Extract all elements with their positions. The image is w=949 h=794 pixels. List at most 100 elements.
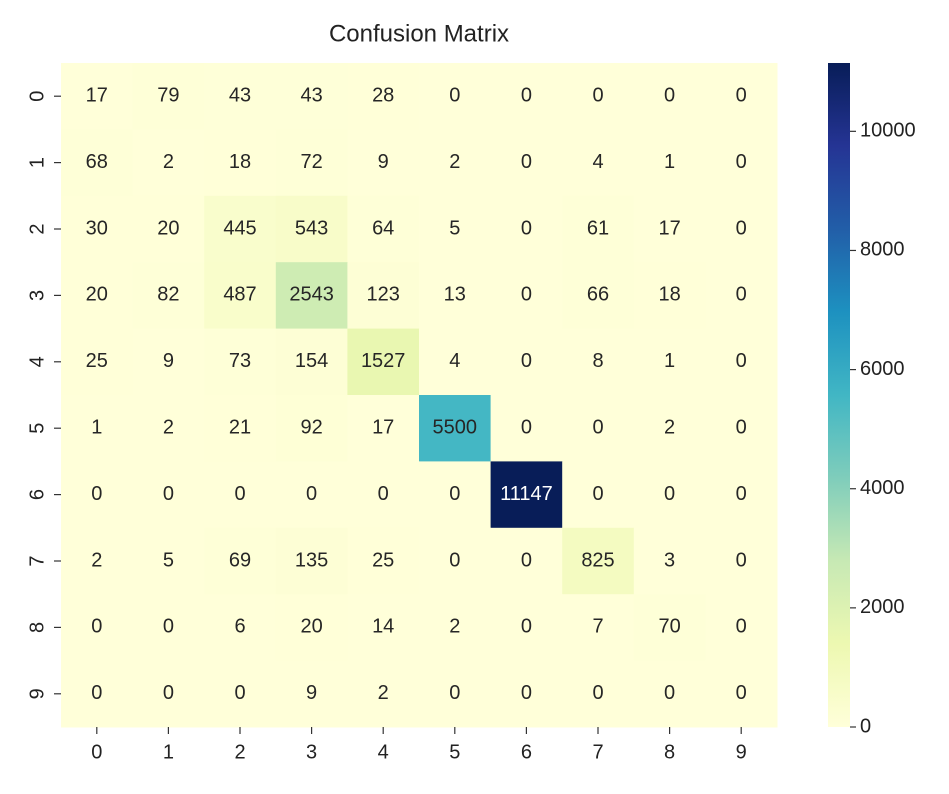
heatmap-cell xyxy=(132,195,205,263)
cell-label: 0 xyxy=(521,217,532,239)
cell-label: 0 xyxy=(736,549,747,571)
cell-label: 0 xyxy=(163,483,174,505)
x-tick-label: 3 xyxy=(306,741,317,763)
cell-label: 0 xyxy=(521,682,532,704)
cell-label: 5500 xyxy=(433,416,478,438)
heatmap-cell xyxy=(633,129,706,197)
cell-label: 0 xyxy=(664,84,675,106)
heatmap-cell xyxy=(275,660,348,728)
cell-label: 1 xyxy=(664,350,675,372)
heatmap-cell xyxy=(204,594,277,662)
heatmap-cell xyxy=(132,461,205,529)
cell-label: 73 xyxy=(229,350,251,372)
cell-label: 17 xyxy=(86,84,108,106)
heatmap-cell xyxy=(61,594,134,662)
cell-label: 0 xyxy=(91,682,102,704)
heatmap-cell xyxy=(275,594,348,662)
cell-label: 25 xyxy=(86,350,108,372)
cell-label: 30 xyxy=(86,217,108,239)
heatmap-cell xyxy=(419,395,492,462)
heatmap-cell xyxy=(132,594,205,662)
heatmap-cell xyxy=(132,63,205,130)
heatmap-cell xyxy=(633,395,706,462)
heatmap-cell xyxy=(347,461,420,529)
cell-label: 20 xyxy=(157,217,179,239)
colorbar xyxy=(828,63,850,727)
cell-label: 72 xyxy=(300,151,322,173)
heatmap-cell xyxy=(132,129,205,197)
cell-label: 0 xyxy=(736,284,747,306)
heatmap-cell xyxy=(705,527,778,595)
cell-label: 1 xyxy=(91,416,102,438)
cell-label: 21 xyxy=(229,416,251,438)
cell-label: 0 xyxy=(736,616,747,638)
heatmap-cell xyxy=(490,594,563,662)
cell-label: 0 xyxy=(91,483,102,505)
heatmap-cell xyxy=(419,63,492,130)
cell-label: 0 xyxy=(449,549,460,571)
cell-label: 79 xyxy=(157,84,179,106)
heatmap-cell xyxy=(275,195,348,263)
cell-label: 66 xyxy=(587,284,609,306)
cell-label: 18 xyxy=(658,284,680,306)
cell-label: 4 xyxy=(449,350,460,372)
cell-label: 2 xyxy=(378,682,389,704)
heatmap-cell xyxy=(347,660,420,728)
heatmap-cell xyxy=(562,527,635,595)
heatmap-cell xyxy=(633,594,706,662)
heatmap-cell xyxy=(275,328,348,396)
x-tick-label: 4 xyxy=(378,741,389,763)
x-tick-label: 8 xyxy=(664,741,675,763)
x-tick-label: 1 xyxy=(163,741,174,763)
heatmap-cell xyxy=(490,395,563,462)
cell-label: 28 xyxy=(372,84,394,106)
cell-label: 0 xyxy=(521,616,532,638)
heatmap-cell xyxy=(347,195,420,263)
heatmap-cell xyxy=(705,195,778,263)
cell-label: 123 xyxy=(367,284,400,306)
heatmap-cell xyxy=(204,262,277,330)
heatmap-cell xyxy=(419,660,492,728)
heatmap-cell xyxy=(562,594,635,662)
y-tick-label: 3 xyxy=(26,290,48,301)
cell-label: 0 xyxy=(234,682,245,704)
heatmap-cell xyxy=(490,195,563,263)
colorbar-tick-label: 6000 xyxy=(860,358,905,380)
cell-label: 70 xyxy=(658,616,680,638)
cell-label: 2543 xyxy=(289,284,334,306)
colorbar-tick-label: 4000 xyxy=(860,477,905,499)
cell-label: 5 xyxy=(163,549,174,571)
heatmap-cell xyxy=(490,527,563,595)
cell-label: 487 xyxy=(223,284,256,306)
heatmap-cell xyxy=(490,328,563,396)
heatmap-cell xyxy=(204,395,277,462)
heatmap-cell xyxy=(275,129,348,197)
heatmap-cell xyxy=(562,328,635,396)
heatmap-cell xyxy=(419,328,492,396)
cell-label: 0 xyxy=(736,416,747,438)
colorbar-tick-label: 0 xyxy=(860,715,871,737)
cell-label: 68 xyxy=(86,151,108,173)
heatmap-cell xyxy=(490,660,563,728)
cell-label: 0 xyxy=(736,350,747,372)
y-tick-label: 4 xyxy=(26,356,48,367)
heatmap-cell xyxy=(490,262,563,330)
cell-label: 0 xyxy=(521,416,532,438)
cell-label: 20 xyxy=(86,284,108,306)
cell-label: 0 xyxy=(664,483,675,505)
y-tick-label: 5 xyxy=(26,423,48,434)
heatmap-cell xyxy=(490,63,563,130)
heatmap-cell xyxy=(61,63,134,130)
cell-label: 4 xyxy=(592,151,603,173)
cell-label: 0 xyxy=(736,483,747,505)
y-tick-label: 1 xyxy=(26,157,48,168)
cell-label: 0 xyxy=(592,483,603,505)
heatmap-cell xyxy=(61,129,134,197)
heatmap-cell xyxy=(419,262,492,330)
cell-label: 135 xyxy=(295,549,328,571)
y-tick-label: 2 xyxy=(26,223,48,234)
x-tick-label: 5 xyxy=(449,741,460,763)
cell-label: 0 xyxy=(521,151,532,173)
heatmap-cell xyxy=(61,262,134,330)
